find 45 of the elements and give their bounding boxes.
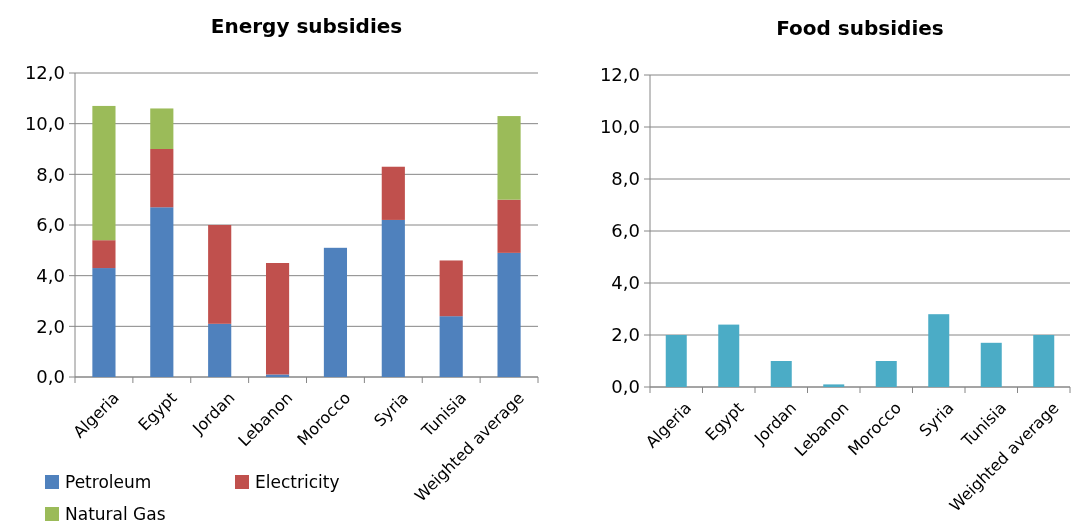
y-tick-label: 0,0 bbox=[36, 366, 65, 388]
bar bbox=[497, 252, 521, 377]
y-tick-label: 4,0 bbox=[36, 264, 65, 286]
bar bbox=[323, 247, 348, 377]
bar bbox=[980, 342, 1002, 387]
y-tick-label: 8,0 bbox=[36, 163, 65, 185]
chart-title: Food subsidies bbox=[776, 16, 944, 40]
bar bbox=[150, 207, 174, 377]
y-tick-label: 2,0 bbox=[36, 315, 65, 337]
y-tick-label: 2,0 bbox=[611, 324, 640, 346]
y-tick-label: 12,0 bbox=[599, 64, 640, 86]
y-tick-label: 12,0 bbox=[24, 62, 65, 84]
y-tick-label: 6,0 bbox=[611, 220, 640, 242]
y-tick-label: 0,0 bbox=[611, 376, 640, 398]
bar bbox=[92, 240, 116, 269]
legend-label: Electricity bbox=[255, 471, 340, 492]
legend-label: Petroleum bbox=[65, 471, 152, 492]
bar bbox=[875, 361, 897, 387]
bar bbox=[718, 324, 740, 387]
bar bbox=[497, 199, 521, 253]
y-tick-label: 8,0 bbox=[611, 168, 640, 190]
bar bbox=[928, 314, 950, 387]
bar bbox=[265, 374, 290, 377]
bar bbox=[208, 225, 232, 324]
bar bbox=[665, 335, 687, 387]
bar bbox=[770, 361, 792, 387]
bar bbox=[381, 166, 405, 220]
y-tick-label: 4,0 bbox=[611, 272, 640, 294]
bar bbox=[92, 268, 116, 377]
legend-label: Natural Gas bbox=[65, 503, 166, 524]
bar bbox=[265, 263, 290, 375]
bar bbox=[92, 105, 116, 241]
bar bbox=[439, 316, 463, 377]
y-tick-label: 6,0 bbox=[36, 214, 65, 236]
bar bbox=[497, 116, 521, 200]
bar bbox=[823, 384, 845, 387]
bar bbox=[208, 323, 232, 377]
y-tick-label: 10,0 bbox=[599, 116, 640, 138]
bar bbox=[150, 149, 174, 208]
chart-title: Energy subsidies bbox=[210, 14, 403, 38]
bar bbox=[439, 260, 463, 317]
bar bbox=[1033, 335, 1055, 387]
y-tick-label: 10,0 bbox=[24, 112, 65, 134]
bar bbox=[381, 219, 405, 377]
bar bbox=[150, 108, 174, 149]
